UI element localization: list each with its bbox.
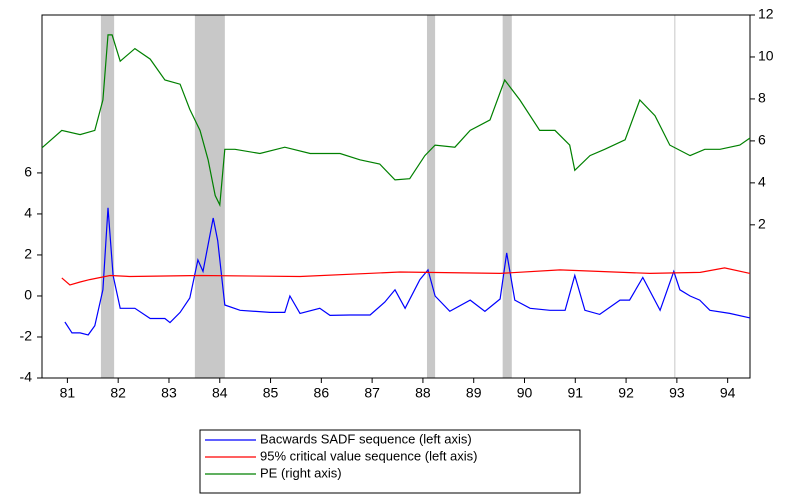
- series-line: [64, 207, 751, 336]
- y-tick-label: -4: [20, 369, 33, 385]
- legend-label: 95% critical value sequence (left axis): [260, 448, 478, 463]
- shaded-period: [100, 15, 115, 378]
- x-tick-label: 87: [364, 385, 380, 401]
- y2-tick-label: 6: [758, 132, 766, 148]
- shaded-period: [674, 15, 676, 378]
- x-tick-label: 83: [161, 385, 177, 401]
- y2-tick-label: 8: [758, 90, 766, 106]
- legend-label: Bacwards SADF sequence (left axis): [260, 431, 472, 446]
- x-tick-label: 90: [517, 385, 533, 401]
- series-line: [41, 34, 751, 208]
- plot-frame: [41, 14, 751, 379]
- x-tick-label: 86: [314, 385, 330, 401]
- x-tick-label: 85: [263, 385, 279, 401]
- x-tick-label: 89: [466, 385, 482, 401]
- x-tick-label: 81: [60, 385, 76, 401]
- shaded-period: [502, 15, 512, 378]
- shaded-period: [426, 15, 436, 378]
- y-tick-label: -2: [20, 328, 33, 344]
- series-line: [61, 267, 751, 286]
- x-tick-label: 94: [720, 385, 736, 401]
- x-tick-label: 92: [618, 385, 634, 401]
- legend: Bacwards SADF sequence (left axis) 95% cr…: [199, 429, 581, 494]
- x-tick-label: 91: [567, 385, 583, 401]
- x-tick-label: 82: [110, 385, 126, 401]
- x-tick-label: 93: [669, 385, 685, 401]
- y2-tick-label: 10: [758, 48, 774, 64]
- x-tick-label: 84: [212, 385, 228, 401]
- legend-label: PE (right axis): [260, 465, 342, 480]
- y2-tick-label: 2: [758, 216, 766, 232]
- y-tick-label: 0: [24, 287, 32, 303]
- y-tick-label: 2: [24, 246, 32, 262]
- y2-tick-label: 12: [758, 6, 774, 22]
- y2-tick-label: 4: [758, 174, 766, 190]
- y-tick-label: 6: [24, 164, 32, 180]
- legend-box: [199, 429, 581, 494]
- y-tick-label: 4: [24, 205, 32, 221]
- shaded-period: [194, 15, 225, 378]
- x-tick-label: 88: [415, 385, 431, 401]
